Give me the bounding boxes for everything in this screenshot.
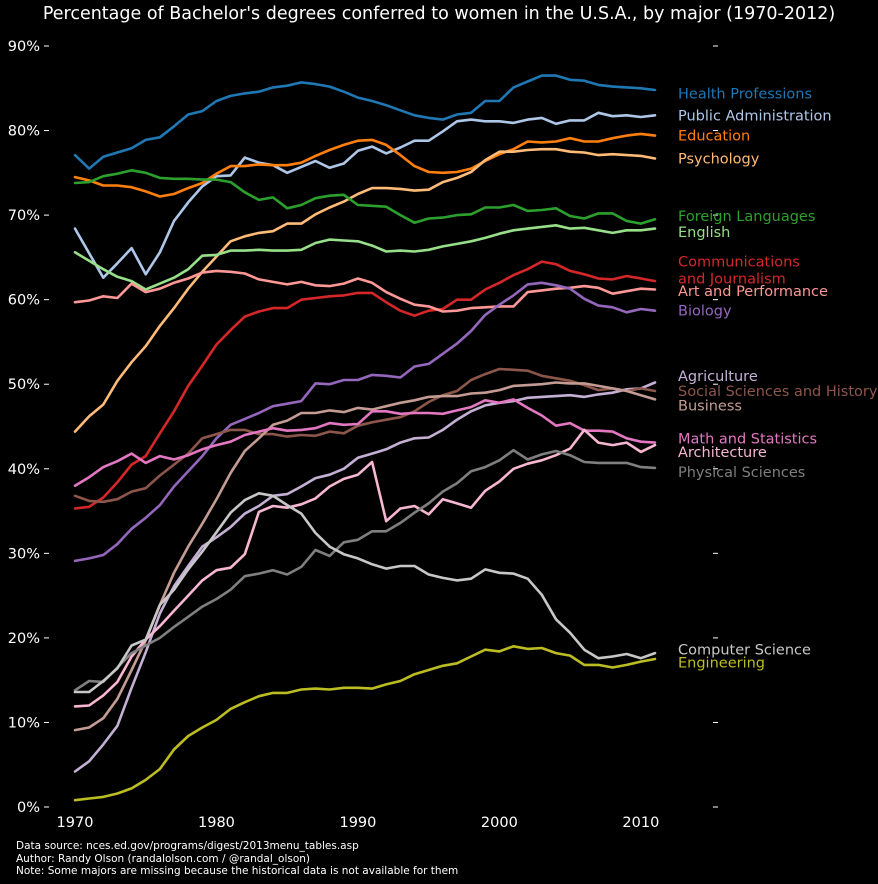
missing-data-note: Note: Some majors are missing because th… [16, 865, 459, 877]
series-line-physical-sciences [73, 448, 657, 692]
y-tick-label: 10% [8, 715, 40, 731]
series-line-public-administration [73, 111, 657, 280]
series-line-architecture [73, 428, 657, 708]
series-label-education: Education [678, 129, 750, 145]
x-tick-label: 1980 [198, 815, 235, 831]
series-line-art-and-performance [73, 269, 657, 313]
x-tick-label: 1970 [57, 815, 94, 831]
y-tick-label: 0% [17, 800, 40, 816]
series-label-biology: Biology [678, 304, 732, 320]
series-line-english [73, 224, 657, 291]
series-label-business: Business [678, 398, 742, 414]
author-note: Author: Randy Olson (randalolson.com / @… [16, 852, 311, 865]
series-label-art-and-performance: Art and Performance [678, 284, 828, 300]
series-labels: Health Professions Public Administration E… [678, 86, 878, 671]
series-line-business [73, 381, 657, 732]
series-line-math-and-statistics [73, 398, 657, 488]
series-line-communications-and-journalism [73, 260, 657, 510]
data-source-note: Data source: nces.ed.gov/programs/digest… [16, 840, 359, 852]
series-label-engineering: Engineering [678, 655, 765, 671]
series-label-physical-sciences: Physical Sciences [678, 465, 805, 481]
y-tick-label: 40% [8, 462, 40, 478]
y-tick-label: 60% [8, 293, 40, 309]
series-line-foreign-languages [73, 169, 657, 225]
series-label-computer-science: Computer Science [678, 643, 811, 659]
series-label-public-administration: Public Administration [678, 108, 832, 124]
series-label-health-professions: Health Professions [678, 86, 812, 102]
chart-footer: Data source: nces.ed.gov/programs/digest… [16, 840, 458, 878]
x-tick-label: 1990 [339, 815, 376, 831]
y-tick-label: 70% [8, 208, 40, 224]
series-label-communications-and-journalism: Communications and Journalism [678, 255, 800, 288]
y-tick-label: 80% [8, 124, 40, 140]
y-tick-label: 30% [8, 546, 40, 562]
series-label-psychology: Psychology [678, 151, 760, 167]
x-tick-label: 2000 [481, 815, 518, 831]
x-tick-label: 2010 [622, 815, 659, 831]
series-line-biology [73, 281, 657, 563]
series-line-psychology [73, 147, 657, 433]
series-line-social-sciences-and-history [73, 367, 657, 504]
series-label-foreign-languages: Foreign Languages [678, 209, 815, 225]
series-label-agriculture: Agriculture [678, 369, 758, 385]
series-lines [73, 74, 657, 802]
series-label-architecture: Architecture [678, 445, 767, 461]
y-tick-label: 20% [8, 631, 40, 647]
chart-title: Percentage of Bachelor's degrees conferr… [42, 4, 836, 24]
series-line-health-professions [73, 74, 657, 170]
series-label-social-sciences-and-history: Social Sciences and History [678, 384, 878, 400]
y-tick-label: 50% [8, 377, 40, 393]
axes: 0% 10% 20% 30% 40% 50% 60% 70% 80% 90% 1970 1980 199… [8, 39, 718, 831]
y-tick-label: 90% [8, 39, 40, 55]
series-line-computer-science [73, 491, 657, 694]
series-line-engineering [73, 644, 657, 802]
series-label-english: English [678, 225, 730, 241]
series-line-agriculture [73, 381, 657, 773]
series-line-education [73, 132, 657, 198]
series-label-math-and-statistics: Math and Statistics [678, 431, 817, 447]
